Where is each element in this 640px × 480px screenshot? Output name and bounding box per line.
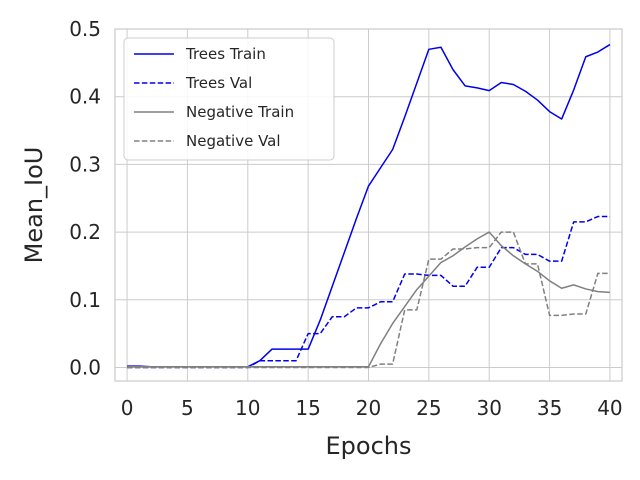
- legend-label: Negative Val: [186, 132, 281, 150]
- x-tick-label: 10: [235, 396, 260, 420]
- x-tick-label: 5: [181, 396, 194, 420]
- y-tick-label: 0.2: [69, 220, 101, 244]
- legend-label: Trees Train: [185, 45, 266, 63]
- x-tick-label: 30: [476, 396, 501, 420]
- y-tick-label: 0.4: [69, 85, 101, 109]
- x-tick-label: 25: [416, 396, 441, 420]
- x-tick-labels: 0 5 10 15 20 25 30 35 40: [121, 396, 623, 420]
- legend-box: [123, 37, 335, 161]
- y-tick-label: 0.1: [69, 288, 101, 312]
- x-tick-label: 20: [356, 396, 381, 420]
- legend-label: Negative Train: [186, 103, 294, 121]
- y-tick-label: 0.3: [69, 152, 101, 176]
- y-tick-labels: 0.0 0.1 0.2 0.3 0.4 0.5: [69, 17, 101, 379]
- y-tick-label: 0.5: [69, 17, 101, 41]
- x-axis-label: Epochs: [326, 432, 412, 460]
- x-tick-label: 0: [121, 396, 134, 420]
- x-tick-label: 40: [597, 396, 622, 420]
- legend: Trees Train Trees Val Negative Train Negati…: [123, 37, 335, 161]
- y-axis-label: Mean_IoU: [20, 147, 48, 264]
- series-lines: [127, 43, 611, 369]
- series-line-4: [127, 231, 610, 369]
- legend-label: Trees Val: [185, 74, 252, 92]
- x-tick-label: 15: [295, 396, 320, 420]
- y-tick-label: 0.0: [69, 355, 101, 379]
- x-tick-label: 35: [537, 396, 562, 420]
- plot-frame: [114, 28, 623, 382]
